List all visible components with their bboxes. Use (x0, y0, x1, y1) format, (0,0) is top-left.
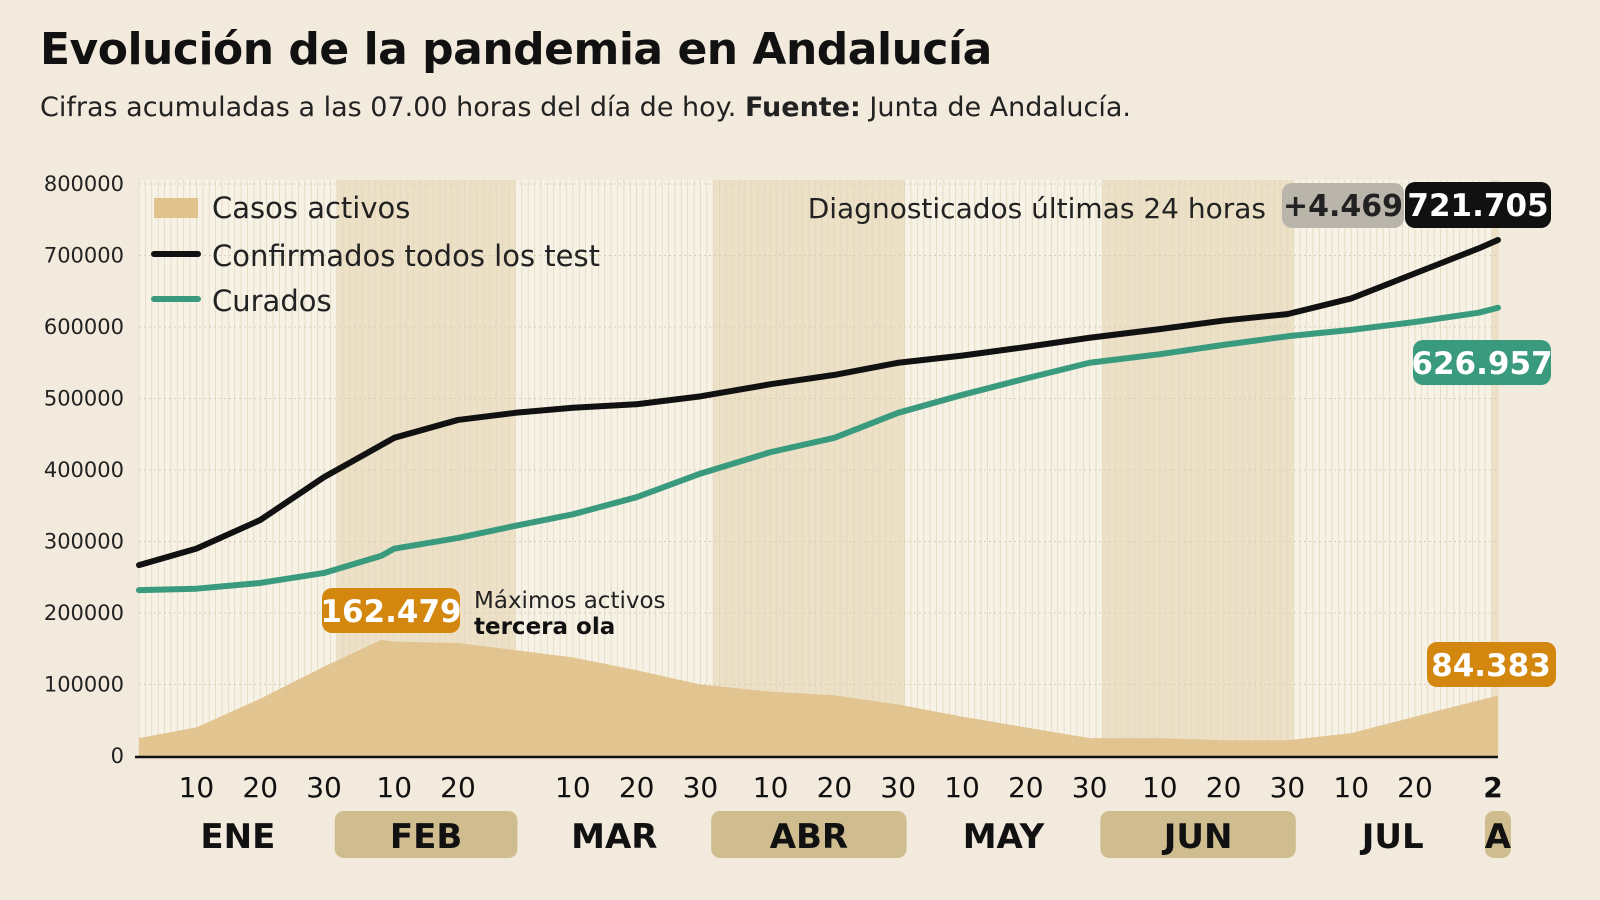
x-tick-label: 30 (683, 771, 719, 804)
delta-badge (1282, 183, 1404, 228)
month-label: JUN (1162, 817, 1233, 857)
peak-badge (322, 588, 460, 633)
x-tick-label: 20 (817, 771, 853, 804)
y-tick-label: 100000 (44, 673, 124, 697)
legend-label-curados: Curados (212, 284, 332, 318)
x-tick-label: 20 (440, 771, 476, 804)
y-tick-label: 400000 (44, 458, 124, 482)
y-tick-label: 300000 (44, 530, 124, 554)
x-tick-label: 10 (555, 771, 591, 804)
x-tick-label: 30 (1270, 771, 1306, 804)
delta-value: +4.469 (1283, 189, 1403, 224)
month-pill (711, 811, 907, 858)
x-tick-label: 20 (242, 771, 278, 804)
source-label: Fuente: (744, 92, 861, 123)
legend-label-casos-activos: Casos activos (212, 191, 410, 225)
x-tick-label: 30 (880, 771, 916, 804)
x-tick-label: 20 (1397, 771, 1433, 804)
y-tick-label: 0 (111, 744, 124, 768)
x-tick-label: 10 (944, 771, 980, 804)
confirmed-badge (1405, 182, 1551, 228)
peak-label-line1: Máximos activos (474, 588, 666, 614)
x-tick-label: 10 (1142, 771, 1178, 804)
x-tick-label: 10 (179, 771, 215, 804)
month-label: ABR (770, 817, 848, 857)
legend-swatch-casos-activos (154, 198, 198, 218)
active-last-value: 84.383 (1431, 648, 1551, 684)
series-area-casos-activos (139, 639, 1498, 756)
y-tick-label: 500000 (44, 387, 124, 411)
recovered-last-value: 626.957 (1411, 346, 1552, 382)
x-tick-label: 30 (306, 771, 342, 804)
month-label: MAY (963, 817, 1045, 857)
legend-label-confirmados: Confirmados todos los test (212, 239, 600, 273)
x-tick-label: 2 (1483, 771, 1502, 804)
month-label: FEB (390, 817, 462, 857)
month-label: A (1485, 817, 1512, 857)
x-tick-label: 10 (1333, 771, 1369, 804)
y-tick-label: 700000 (44, 244, 124, 268)
source-name: Junta de Andalucía. (869, 92, 1132, 123)
recovered-badge (1413, 340, 1551, 385)
peak-value: 162.479 (320, 594, 461, 630)
chart-subtitle: Cifras acumuladas a las 07.00 horas del … (40, 92, 1131, 123)
y-tick-label: 600000 (44, 315, 124, 339)
confirmed-last-value: 721.705 (1407, 188, 1548, 224)
month-label: JUL (1360, 817, 1424, 857)
month-label: MAR (571, 817, 657, 857)
x-tick-label: 20 (619, 771, 655, 804)
x-tick-label: 10 (753, 771, 789, 804)
month-label: ENE (200, 817, 275, 857)
month-pill (1484, 811, 1511, 858)
peak-label-line2: tercera ola (474, 614, 615, 640)
y-tick-label: 800000 (44, 172, 124, 196)
month-band (1491, 180, 1498, 756)
x-tick-label: 20 (1008, 771, 1044, 804)
month-pill (334, 811, 518, 858)
month-pill (1100, 811, 1296, 858)
y-tick-label: 200000 (44, 601, 124, 625)
active-badge (1427, 642, 1556, 687)
x-tick-label: 10 (376, 771, 412, 804)
x-tick-label: 20 (1206, 771, 1242, 804)
subtitle-text: Cifras acumuladas a las 07.00 horas del … (40, 92, 737, 123)
chart-title: Evolución de la pandemia en Andalucía (40, 24, 992, 75)
diagnosed-24h-label: Diagnosticados últimas 24 horas (808, 192, 1266, 225)
x-tick-label: 30 (1072, 771, 1108, 804)
